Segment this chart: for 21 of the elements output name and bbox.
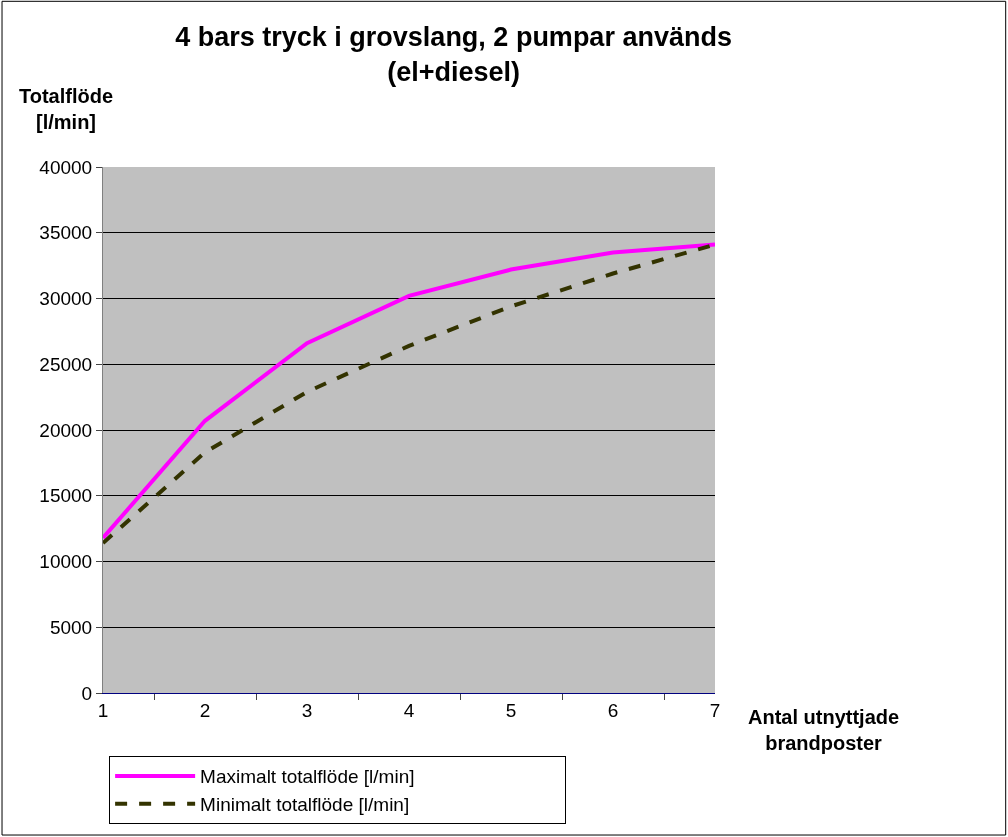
y-tick-label: 5000 bbox=[49, 616, 93, 638]
x-tick-label: 7 bbox=[709, 699, 721, 721]
x-axis-title: Antal utnyttjade brandposter bbox=[748, 706, 900, 754]
x-tick-label: 3 bbox=[301, 699, 313, 721]
x-tick-label: 4 bbox=[403, 699, 415, 721]
chart-title: 4 bars tryck i grovslang, 2 pumpar används (el+diesel) bbox=[175, 22, 732, 88]
y-tick-label: 25000 bbox=[39, 353, 93, 375]
y-tick-label: 35000 bbox=[39, 222, 93, 244]
y-tick-label: 30000 bbox=[39, 288, 93, 310]
y-tick-label: 15000 bbox=[39, 485, 93, 507]
y-tick-label: 10000 bbox=[39, 551, 93, 573]
y-tick-label: 20000 bbox=[39, 419, 93, 441]
legend-label: Maximalt totalflöde [l/min] bbox=[200, 766, 415, 788]
x-tick-label: 2 bbox=[199, 699, 211, 721]
x-tick-label: 1 bbox=[97, 699, 109, 721]
x-tick-label: 5 bbox=[505, 699, 517, 721]
legend-label: Minimalt totalflöde [l/min] bbox=[200, 794, 410, 816]
y-tick-label: 40000 bbox=[39, 156, 93, 178]
x-tick-label: 6 bbox=[607, 699, 619, 721]
y-tick-label: 0 bbox=[81, 682, 93, 704]
y-axis-title: Totalflöde [l/min] bbox=[19, 85, 114, 133]
